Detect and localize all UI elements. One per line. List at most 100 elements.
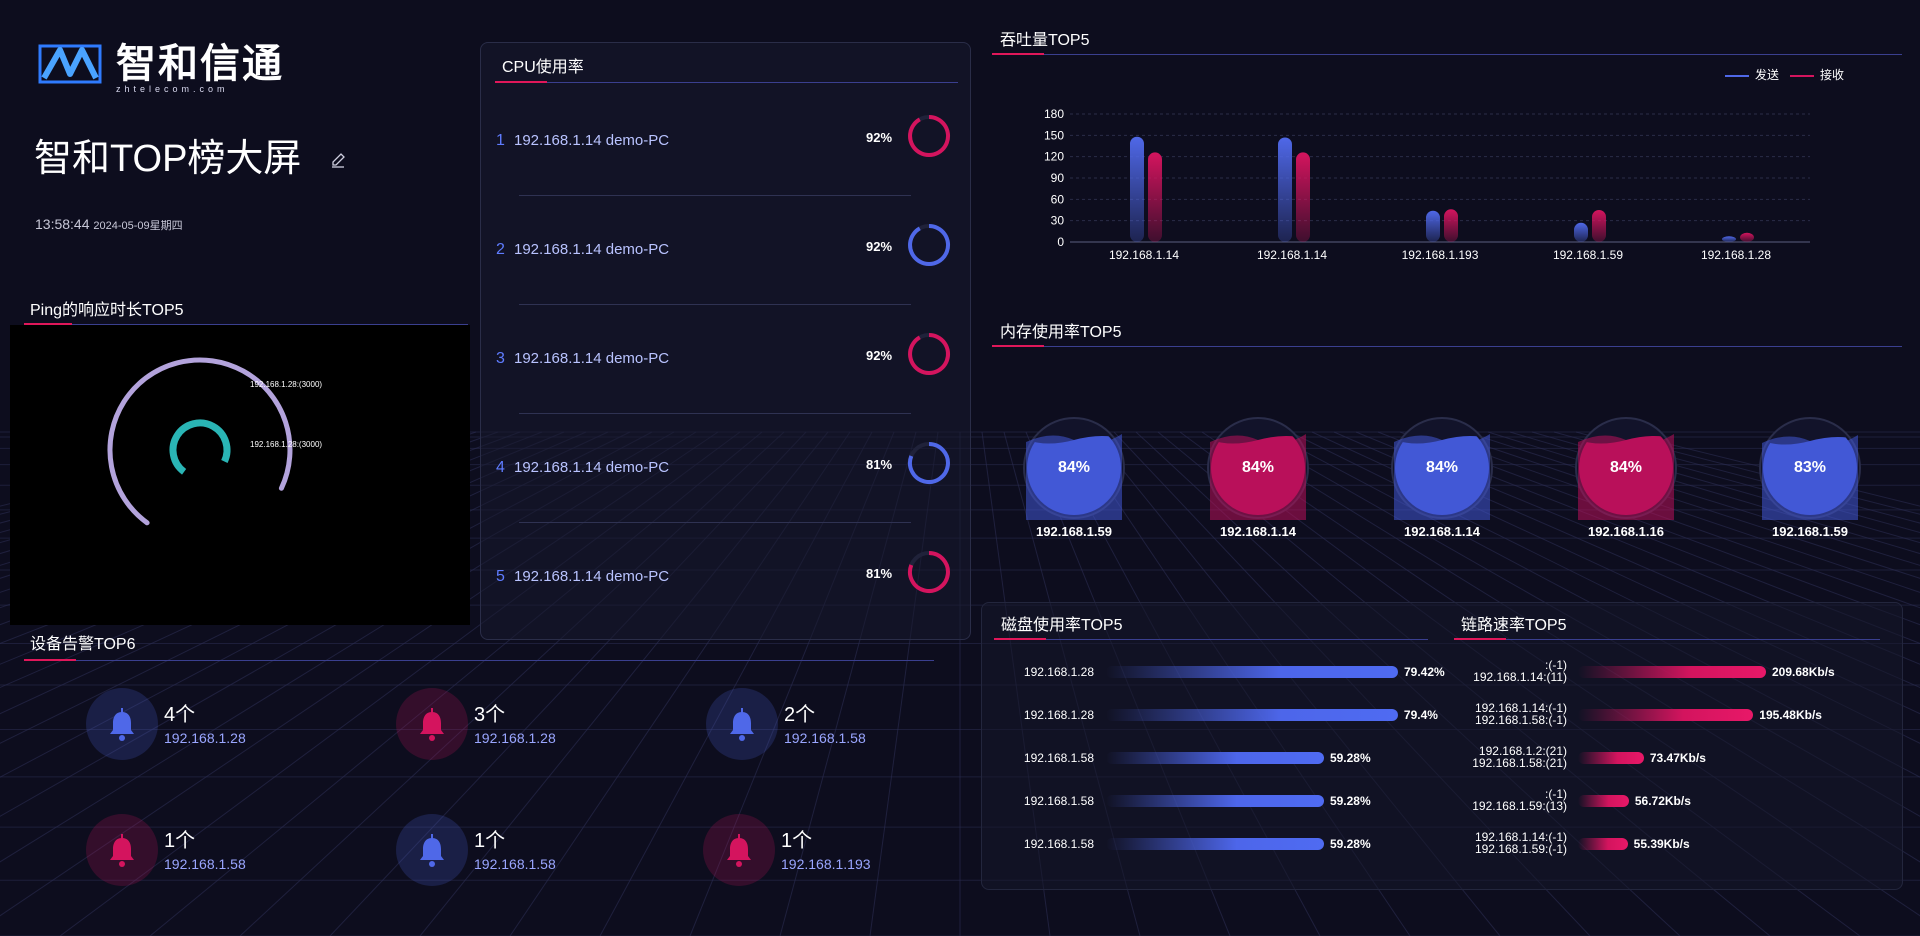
alarm-count: 2个 <box>784 704 816 726</box>
memory-percent: 83% <box>1794 459 1826 476</box>
disk-bar <box>1106 795 1324 807</box>
alarm-circle <box>86 688 158 760</box>
memory-title-line <box>992 346 1902 347</box>
alarm-count: 1个 <box>164 830 196 852</box>
disk-ip: 192.168.1.58 <box>1023 837 1094 851</box>
memory-ball: 84% <box>1575 417 1677 520</box>
cpu-row: 1 192.168.1.14 demo-PC 92% <box>481 88 970 198</box>
memory-ip: 192.168.1.16 <box>1588 524 1664 539</box>
bell-icon <box>110 708 134 741</box>
throughput-bar <box>1592 210 1606 242</box>
ping-arc-inner <box>169 419 231 475</box>
disk-bar <box>1106 838 1324 850</box>
ping-title-accent <box>24 323 72 325</box>
memory-title: 内存使用率TOP5 <box>1000 324 1122 341</box>
memory-ball: 84% <box>1207 417 1309 520</box>
alarm-item[interactable]: 4个 192.168.1.28 <box>86 688 346 768</box>
y-tick-label: 60 <box>1051 192 1065 206</box>
alarm-count: 1个 <box>781 830 813 852</box>
cpu-row-host: 192.168.1.14 demo-PC <box>514 350 670 367</box>
alarm-circle <box>396 814 468 886</box>
alarm-item[interactable]: 1个 192.168.1.58 <box>396 814 656 894</box>
alarm-count: 4个 <box>164 704 196 726</box>
link-endpoints: 192.168.1.14:(-1) 192.168.1.58:(-1) <box>1474 701 1567 727</box>
throughput-bar <box>1722 236 1736 242</box>
alarm-item[interactable]: 2个 192.168.1.58 <box>706 688 966 768</box>
cpu-ring <box>907 551 950 593</box>
disk-title-accent <box>994 638 1046 640</box>
memory-ip: 192.168.1.14 <box>1220 524 1296 539</box>
cpu-row-percent: 81% <box>866 457 893 472</box>
memory-ip: 192.168.1.14 <box>1404 524 1480 539</box>
disk-title-line <box>994 639 1428 640</box>
disk-bar <box>1106 752 1324 764</box>
alarm-count: 3个 <box>474 704 506 726</box>
throughput-title-line <box>992 54 1902 55</box>
disk-value: 59.28% <box>1329 751 1371 765</box>
throughput-title: 吞吐量TOP5 <box>1000 32 1090 49</box>
throughput-bar <box>1296 152 1310 242</box>
logo-text: 智和信通 <box>116 42 284 86</box>
link-bar <box>1578 709 1754 721</box>
link-endpoints: :(-1) 192.168.1.59:(13) <box>1472 787 1567 813</box>
memory-percent: 84% <box>1426 459 1458 476</box>
throughput-bar <box>1148 152 1162 242</box>
alarm-circle <box>396 688 468 760</box>
legend-recv: 接收 <box>1790 66 1844 83</box>
disk-title: 磁盘使用率TOP5 <box>1001 617 1123 634</box>
alarm-item[interactable]: 1个 192.168.1.58 <box>86 814 346 894</box>
ping-chart: 192.168.1.28:(3000) 192.168.1.28:(3000) <box>10 325 470 625</box>
cpu-row-host: 192.168.1.14 demo-PC <box>514 241 670 258</box>
throughput-bar <box>1740 232 1754 242</box>
logo-icon <box>38 44 102 84</box>
cpu-row-percent: 92% <box>866 348 893 363</box>
alarm-item[interactable]: 1个 192.168.1.193 <box>703 814 963 894</box>
throughput-panel: 吞吐量TOP5 发送 接收 0 30 60 90 120 150 180 192.168.1.… <box>990 14 1910 304</box>
link-bar <box>1578 666 1766 678</box>
cpu-ring-arc <box>907 442 950 484</box>
ping-panel: Ping的响应时长TOP5 192.168.1.28:(3000) 192.16… <box>0 290 480 635</box>
memory-item: 84% 192.168.1.14 <box>1390 416 1510 556</box>
disk-bar <box>1106 709 1398 721</box>
bell-icon <box>420 834 444 867</box>
bell-icon <box>420 708 444 741</box>
link-value: 195.48Kb/s <box>1759 708 1822 722</box>
cpu-row-separator <box>519 195 911 196</box>
memory-percent: 84% <box>1058 459 1090 476</box>
cpu-row-separator <box>519 413 911 414</box>
edit-icon[interactable] <box>330 152 346 168</box>
legend-send-swatch <box>1725 74 1749 77</box>
alarm-circle <box>703 814 775 886</box>
x-tick-label: 192.168.1.14 <box>1257 248 1327 262</box>
cpu-row-separator <box>519 522 911 523</box>
throughput-bar <box>1426 210 1440 242</box>
disk-ip: 192.168.1.28 <box>1023 665 1094 679</box>
cpu-row-percent: 92% <box>866 130 893 145</box>
throughput-title-accent <box>992 53 1044 55</box>
link-endpoints: 192.168.1.2:(21) 192.168.1.58:(21) <box>1472 744 1567 770</box>
cpu-title: CPU使用率 <box>502 59 584 76</box>
throughput-bar <box>1278 137 1292 242</box>
cpu-ring-arc <box>908 224 950 266</box>
bell-icon <box>727 834 751 867</box>
alarm-title-line <box>24 660 934 661</box>
alarm-circle <box>86 814 158 886</box>
cpu-row: 3 192.168.1.14 demo-PC 92% <box>481 306 970 416</box>
alarm-ip: 192.168.1.28 <box>474 730 556 746</box>
cpu-row-index: 3 <box>496 350 505 367</box>
cpu-row-host: 192.168.1.14 demo-PC <box>514 568 670 585</box>
memory-item: 84% 192.168.1.16 <box>1574 416 1694 556</box>
cpu-row: 2 192.168.1.14 demo-PC 92% <box>481 197 970 307</box>
memory-ball: 84% <box>1023 417 1125 520</box>
alarm-ip: 192.168.1.58 <box>474 856 556 872</box>
logo: 智和信通 zhtelecom.com <box>38 42 284 94</box>
y-tick-label: 180 <box>1044 107 1064 121</box>
alarm-item[interactable]: 3个 192.168.1.28 <box>396 688 656 768</box>
legend-recv-swatch <box>1790 74 1814 77</box>
disk-ip: 192.168.1.58 <box>1023 751 1094 765</box>
link-bar <box>1578 752 1644 764</box>
alarm-ip: 192.168.1.193 <box>781 856 871 872</box>
memory-item: 84% 192.168.1.14 <box>1206 416 1326 556</box>
y-tick-label: 120 <box>1044 150 1064 164</box>
disk-ip: 192.168.1.28 <box>1023 708 1094 722</box>
